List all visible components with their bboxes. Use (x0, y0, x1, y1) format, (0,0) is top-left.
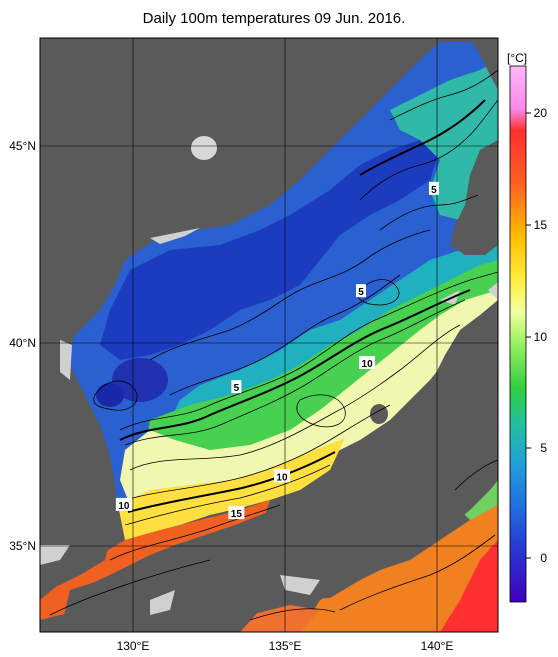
contour-label: 10 (115, 497, 132, 512)
contour-label-text: 10 (276, 472, 288, 483)
land-korea-china (40, 38, 420, 540)
island-north (191, 136, 217, 160)
contour-label-box (231, 380, 242, 394)
sea-warm-zone (120, 290, 498, 510)
colorbar: [°C] 20 15 10 5 0 (507, 51, 547, 603)
island-sado (370, 404, 388, 424)
contour-label-box (356, 284, 366, 298)
sea-pacific-warm (300, 500, 498, 632)
longitude-label: 130°E (117, 639, 150, 653)
contour-label-text: 5 (234, 383, 240, 394)
colorbar-tick-label: 10 (534, 330, 548, 344)
contour-label: 5 (428, 181, 439, 196)
contour-label-box (428, 181, 439, 195)
contour-label-layer: 5 5 10 5 10 10 15 (115, 181, 439, 520)
contour-label-box (359, 356, 376, 370)
sea-warmer-zone (118, 438, 345, 540)
colorbar-tick-label: 20 (534, 106, 548, 120)
colorbar-ticks: 20 15 10 5 0 (526, 106, 547, 565)
sea-coldest-zone (100, 140, 440, 360)
land-hokkaido (450, 140, 498, 255)
contour-label-text: 10 (118, 501, 130, 512)
latitude-labels: 45°N 40°N 35°N (9, 139, 36, 553)
contour-label: 5 (231, 380, 242, 394)
colorbar-tick-label: 5 (540, 441, 547, 455)
contour-lines (49, 69, 498, 621)
map-title: Daily 100m temperatures 09 Jun. 2016. (142, 10, 406, 27)
contour-label-text: 10 (362, 359, 374, 370)
colorbar-tick-label: 15 (534, 218, 548, 232)
contour-label-box (228, 506, 245, 520)
contour-label: 5 (356, 284, 366, 298)
contour-label: 10 (359, 356, 376, 370)
contour-label: 10 (273, 469, 290, 483)
longitude-label: 135°E (269, 639, 302, 653)
map-frame (39, 37, 499, 633)
contour-label-text: 5 (431, 185, 437, 196)
latitude-label: 45°N (9, 139, 36, 153)
colorbar-scale (509, 65, 527, 603)
graticule (40, 38, 498, 632)
colorbar-tick-label: 0 (540, 551, 547, 565)
contour-label-box (115, 497, 132, 511)
map-plot: 5 5 10 5 10 10 15 (40, 38, 498, 632)
longitude-labels: 130°E 135°E 140°E (117, 639, 454, 653)
latitude-label: 35°N (9, 539, 36, 553)
land-sakhalin (470, 38, 498, 90)
contour-label-text: 15 (231, 509, 243, 520)
sea-pacific-hot (440, 540, 498, 632)
contour-label: 15 (228, 506, 245, 520)
longitude-label: 140°E (421, 639, 454, 653)
sea-mild-zone (145, 260, 498, 475)
contour-label-box (273, 469, 290, 483)
land-japan-honshu (60, 300, 498, 632)
sea-cold-eddy (112, 358, 168, 402)
sea-south-strip (230, 605, 320, 632)
colorbar-unit: [°C] (507, 51, 527, 65)
latitude-label: 40°N (9, 336, 36, 350)
contour-label-text: 5 (358, 287, 364, 298)
bold-contours (119, 99, 486, 513)
sea-cold-eddy-2 (96, 383, 124, 407)
